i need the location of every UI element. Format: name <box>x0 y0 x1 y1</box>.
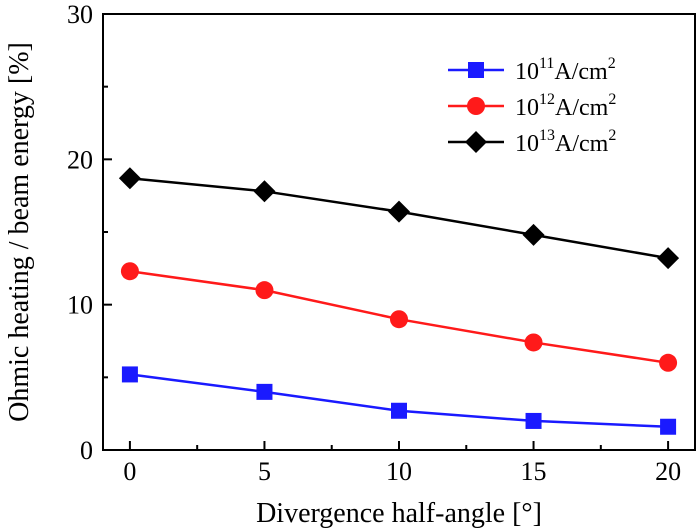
legend-label-base: 10 <box>515 59 539 85</box>
legend-marker <box>465 131 487 153</box>
legend-label-base: 10 <box>515 95 539 121</box>
data-point <box>118 167 141 190</box>
data-point <box>660 418 677 435</box>
data-point <box>525 412 542 429</box>
x-tick-label: 5 <box>258 457 271 486</box>
legend-label: 1012A/cm2 <box>515 91 616 121</box>
series-2 <box>118 167 680 270</box>
data-point <box>120 262 139 281</box>
data-point <box>256 383 273 400</box>
y-tick-label: 0 <box>80 436 93 465</box>
x-tick-label: 10 <box>386 457 412 486</box>
x-tick-label: 0 <box>123 457 136 486</box>
data-point <box>524 333 543 352</box>
legend-marker <box>467 97 485 115</box>
y-tick-label: 30 <box>67 0 93 29</box>
series-1 <box>120 262 678 372</box>
legend-label-exp: 11 <box>539 55 554 72</box>
y-tick-label: 20 <box>67 145 93 174</box>
x-axis-title: Divergence half-angle [°] <box>256 498 542 529</box>
data-point <box>121 366 138 383</box>
legend-label-exp: 12 <box>539 91 555 108</box>
legend-label-unit: A/cm <box>555 131 609 157</box>
x-tick-label: 15 <box>521 457 547 486</box>
legend-label: 1013A/cm2 <box>515 127 616 157</box>
data-point <box>522 223 545 246</box>
data-point <box>388 200 410 223</box>
legend-item: 1013A/cm2 <box>448 127 616 157</box>
series-line <box>129 373 669 428</box>
y-axis-title: Ohmic heating / beam energy [%] <box>4 42 35 422</box>
data-point <box>657 247 680 270</box>
legend-label-unit-exp: 2 <box>608 91 616 108</box>
data-point <box>659 353 678 372</box>
legend-label-base: 10 <box>515 131 539 157</box>
legend-label-exp: 13 <box>539 127 555 144</box>
axis-ticks: 0 5 10 15 20 0 10 20 30 <box>67 0 681 486</box>
legend-item: 1011A/cm2 <box>448 55 616 85</box>
data-point <box>253 180 276 203</box>
series-0 <box>121 366 677 435</box>
data-point <box>255 281 274 300</box>
legend-label-unit: A/cm <box>554 59 608 85</box>
y-tick-label: 10 <box>67 291 93 320</box>
legend-item: 1012A/cm2 <box>448 91 616 121</box>
x-tick-label: 20 <box>655 457 681 486</box>
data-point <box>391 402 407 419</box>
legend-label: 1011A/cm2 <box>515 55 616 85</box>
data-point <box>390 310 408 329</box>
legend-label-unit-exp: 2 <box>608 55 616 72</box>
legend-marker <box>468 62 484 78</box>
legend-label-unit-exp: 2 <box>608 127 616 144</box>
series-layer <box>118 167 680 435</box>
legend-label-unit: A/cm <box>555 95 609 121</box>
